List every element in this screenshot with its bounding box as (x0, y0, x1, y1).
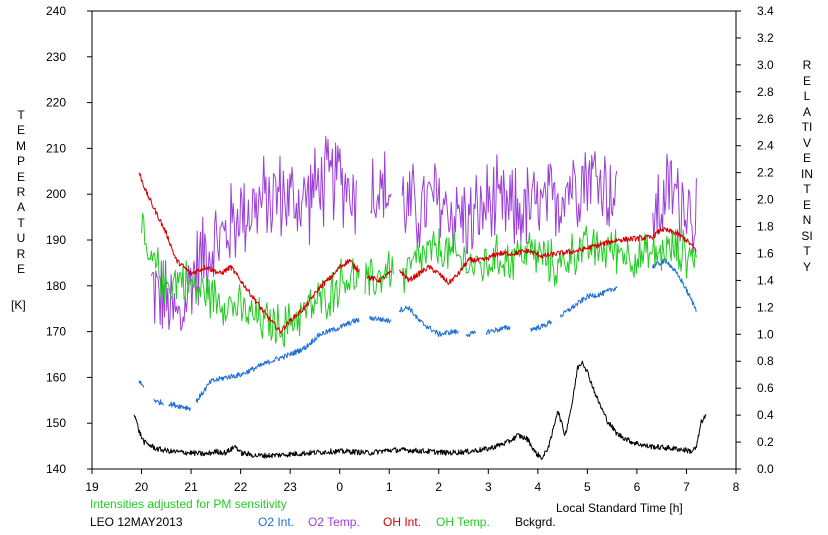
series-layer (133, 135, 707, 460)
y-right-tick-label: 2.0 (757, 193, 774, 207)
x-tick-label: 0 (336, 480, 343, 494)
x-tick-label: 20 (135, 480, 149, 494)
series-line-oh-int (138, 172, 697, 334)
series-line-oh-temp (141, 212, 697, 348)
series-line-o2-int (138, 258, 697, 412)
x-tick-label: 2 (435, 480, 442, 494)
y-right-tick-label: 2.8 (757, 85, 774, 99)
y-right-tick-label: 3.0 (757, 58, 774, 72)
y-right-tick-label: 1.6 (757, 246, 774, 260)
y-right-tick-label: 1.4 (757, 273, 774, 287)
y-right-tick-label: 0.8 (757, 354, 774, 368)
legend-bckgrd: Bckgrd. (515, 515, 556, 529)
x-tick-label: 1 (386, 480, 393, 494)
legend-oh-temp: OH Temp. (436, 515, 490, 529)
series-line-bckgrd (133, 360, 707, 460)
series-line-o2-temp (150, 135, 697, 331)
y-right-axis-ticks: 0.0 0.2 0.4 0.6 0.8 1.0 1.2 1.4 1.6 1.8 2.0 2.2 2.4 2… (736, 4, 774, 476)
x-tick-label: 21 (184, 480, 198, 494)
legend-o2-int: O2 Int. (258, 515, 295, 529)
x-tick-label: 5 (584, 480, 591, 494)
y-right-axis-label: RELATIVE INTENSITY (801, 58, 813, 274)
y-left-tick-label: 180 (46, 279, 66, 293)
x-tick-label: 4 (535, 480, 542, 494)
y-right-tick-label: 2.6 (757, 112, 774, 126)
legend-o2-temp: O2 Temp. (308, 515, 360, 529)
legend-oh-int: OH Int. (383, 515, 422, 529)
x-tick-label: 19 (85, 480, 99, 494)
station-label: LEO 12MAY2013 (90, 515, 183, 529)
y-right-tick-label: 1.0 (757, 327, 774, 341)
y-right-tick-label: 3.2 (757, 31, 774, 45)
y-right-tick-label: 1.2 (757, 300, 774, 314)
y-right-tick-label: 3.4 (757, 4, 774, 18)
y-left-tick-label: 220 (46, 96, 66, 110)
x-tick-label: 23 (283, 480, 297, 494)
y-right-tick-label: 1.8 (757, 220, 774, 234)
y-left-tick-label: 150 (46, 416, 66, 430)
y-left-tick-label: 170 (46, 325, 66, 339)
x-tick-label: 3 (485, 480, 492, 494)
y-left-tick-label: 210 (46, 141, 66, 155)
x-tick-label: 8 (733, 480, 740, 494)
y-left-tick-label: 230 (46, 50, 66, 64)
x-axis-label: Local Standard Time [h] (556, 501, 683, 515)
x-tick-label: 7 (683, 480, 690, 494)
y-right-tick-label: 0.2 (757, 435, 774, 449)
y-right-tick-label: 2.2 (757, 166, 774, 180)
y-left-tick-label: 190 (46, 233, 66, 247)
y-right-tick-label: 0.4 (757, 408, 774, 422)
y-right-tick-label: 0.0 (757, 462, 774, 476)
x-tick-label: 6 (634, 480, 641, 494)
annotation-text: Intensities adjusted for PM sensitivity (90, 497, 287, 511)
y-right-tick-label: 2.4 (757, 139, 774, 153)
x-axis-ticks: 19 20 21 22 23 0 1 2 3 4 5 6 7 8 (85, 469, 740, 494)
x-tick-label: 22 (234, 480, 248, 494)
y-left-tick-label: 240 (46, 4, 66, 18)
y-left-tick-label: 140 (46, 462, 66, 476)
y-left-axis-ticks: 140 150 160 170 180 190 200 210 220 230 240 (46, 4, 92, 476)
y-left-axis-label: TEMPERATURE (16, 108, 26, 277)
y-left-tick-label: 200 (46, 187, 66, 201)
y-left-axis-unit: [K] (11, 298, 26, 312)
y-right-tick-label: 0.6 (757, 381, 774, 395)
y-left-tick-label: 160 (46, 370, 66, 384)
